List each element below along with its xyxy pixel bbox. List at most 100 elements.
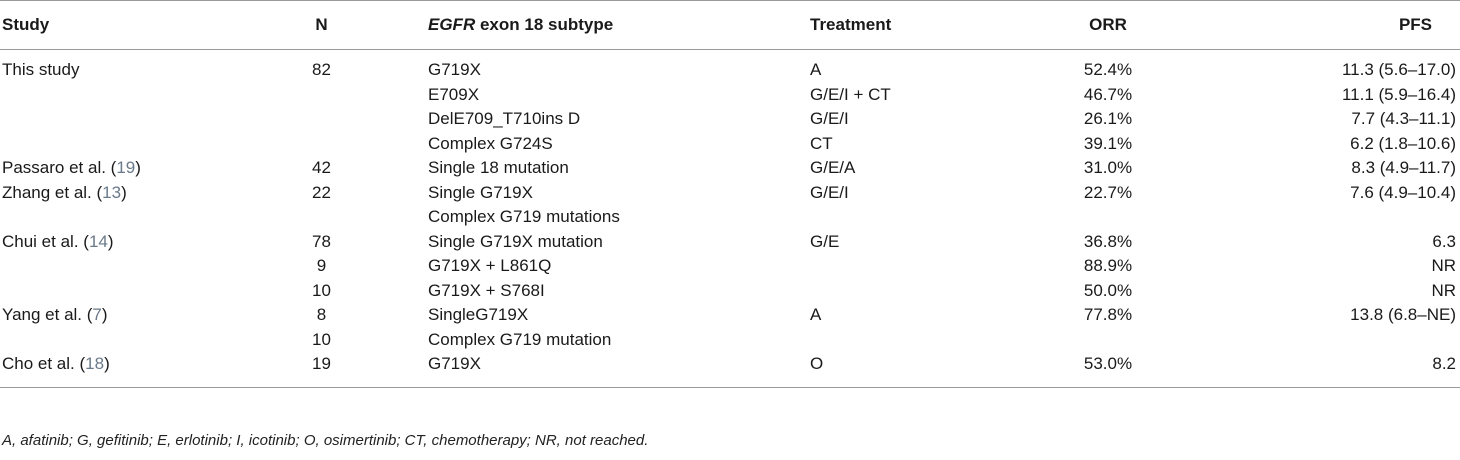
table-row: Chui et al. (14) 78 Single G719X mutation G… [0, 230, 1460, 255]
cell-subtype: Single G719X [428, 182, 533, 202]
cell-subtype: G719X [428, 352, 810, 388]
cell-orr: 31.0% [1083, 158, 1133, 178]
cell-pfs: 11.3 (5.6–17.0) [1341, 60, 1456, 80]
table-body: This study 82 G719X A 52.4% 11.3 (5.6–17.0) E7… [0, 50, 1460, 388]
cell-subtype: Complex G719 mutations [428, 207, 620, 227]
cell-orr: 52.4% [1083, 60, 1133, 80]
cell-treatment: CT [810, 133, 833, 153]
cell-study [0, 279, 215, 304]
cell-orr: 36.8% [1083, 231, 1133, 251]
reference-close-paren: ) [135, 158, 141, 178]
cell-study [0, 205, 215, 230]
cell-orr: 26.1% [1083, 109, 1133, 129]
col-header-orr: ORR [988, 0, 1228, 50]
col-header-subtype: EGFR exon 18 subtype [428, 0, 810, 50]
header-row: Study N EGFR exon 18 subtype Treatment O… [0, 0, 1460, 50]
col-header-n: N [215, 0, 428, 50]
cell-subtype: Complex G719 mutation [428, 329, 612, 349]
study-name: Passaro et al. ( [2, 158, 117, 178]
cell-treatment: O [810, 352, 988, 388]
cell-subtype: Single G719X mutation [428, 231, 603, 251]
cell-pfs [1228, 205, 1460, 230]
cell-treatment: G/E/I [810, 182, 849, 202]
cell-pfs: 8.2 [1228, 352, 1460, 388]
cell-subtype: SingleG719X [428, 305, 529, 325]
cell-orr [988, 205, 1228, 230]
cell-orr: 46.7% [1083, 84, 1133, 104]
cell-study: Zhang et al. (13) [0, 181, 215, 206]
table-row: Yang et al. (7) 8 SingleG719X A 77.8% 13.8 (6… [0, 303, 1460, 328]
cell-study: Yang et al. (7) [0, 303, 215, 328]
cell-n [215, 132, 428, 157]
cell-n: 10 [312, 329, 331, 349]
cell-study: Passaro et al. (19) [0, 156, 215, 181]
cell-study: Cho et al. (18) [0, 352, 215, 388]
table-row: 10 G719X + S768I 50.0% NR [0, 279, 1460, 304]
cell-treatment: A [810, 60, 822, 80]
cell-treatment [810, 279, 988, 304]
cell-orr: 77.8% [1083, 305, 1133, 325]
table-row: Zhang et al. (13) 22 Single G719X G/E/I 22.7… [0, 181, 1460, 206]
reference-link[interactable]: 13 [102, 182, 122, 202]
cell-subtype: G719X [428, 60, 481, 80]
cell-pfs: NR [1431, 256, 1456, 276]
col-header-study: Study [0, 0, 215, 50]
cell-orr: 39.1% [1083, 133, 1133, 153]
subtype-label: exon 18 subtype [475, 15, 614, 34]
reference-link[interactable]: 7 [92, 305, 102, 325]
study-name: Yang et al. ( [2, 305, 93, 325]
cell-study: Chui et al. (14) [0, 230, 215, 255]
cell-subtype: E709X [428, 84, 480, 104]
reference-link[interactable]: 18 [85, 354, 105, 374]
cell-study [0, 107, 215, 132]
cell-pfs: 6.3 [1432, 231, 1456, 251]
cell-pfs: 13.8 (6.8–NE) [1350, 305, 1456, 325]
cell-orr: 88.9% [1083, 256, 1133, 276]
reference-close-paren: ) [107, 231, 114, 251]
cell-treatment [810, 205, 988, 230]
egfr-gene-label: EGFR [428, 15, 476, 34]
cell-subtype: DelE709_T710ins D [428, 109, 581, 129]
cell-n [215, 83, 428, 108]
reference-link[interactable]: 14 [88, 231, 108, 251]
table-row: Cho et al. (18) 19 G719X O 53.0% 8.2 [0, 352, 1460, 388]
study-name: Zhang et al. ( [2, 182, 103, 202]
cell-orr: 53.0% [988, 352, 1228, 388]
col-header-pfs: PFS [1228, 0, 1460, 50]
cell-pfs: 7.6 (4.9–10.4) [1350, 182, 1456, 202]
cell-treatment: G/E/A [810, 158, 856, 178]
cell-study [0, 254, 215, 279]
cell-pfs [1228, 328, 1460, 353]
cell-n: 22 [312, 182, 331, 202]
cell-study [0, 83, 215, 108]
cell-subtype: Single 18 mutation [428, 158, 569, 178]
col-header-treatment: Treatment [810, 0, 988, 50]
cell-treatment [810, 254, 988, 279]
reference-link[interactable]: 19 [116, 158, 136, 178]
table-row: 10 Complex G719 mutation [0, 328, 1460, 353]
cell-pfs: 11.1 (5.9–16.4) [1341, 84, 1456, 104]
study-name: This study [2, 60, 80, 80]
table-row: E709X G/E/I + CT 46.7% 11.1 (5.9–16.4) [0, 83, 1460, 108]
cell-treatment: G/E [810, 231, 840, 251]
cell-study [0, 132, 215, 157]
table-row: Complex G724S CT 39.1% 6.2 (1.8–10.6) [0, 132, 1460, 157]
cell-study [0, 328, 215, 353]
cell-n: 78 [312, 231, 331, 251]
study-name: Cho et al. ( [2, 354, 86, 374]
table-row: Complex G719 mutations [0, 205, 1460, 230]
cell-n [215, 205, 428, 230]
reference-close-paren: ) [104, 354, 110, 374]
cell-subtype: G719X + S768I [428, 280, 545, 300]
table-row: Passaro et al. (19) 42 Single 18 mutation G… [0, 156, 1460, 181]
cell-n: 42 [312, 158, 331, 178]
cell-n: 10 [312, 280, 331, 300]
cell-treatment: G/E/I + CT [810, 84, 891, 104]
cell-treatment [810, 328, 988, 353]
cell-pfs: 7.7 (4.3–11.1) [1351, 109, 1456, 129]
cell-study: This study [0, 50, 215, 83]
cell-pfs: 6.2 (1.8–10.6) [1350, 133, 1456, 153]
study-name: Chui et al. ( [2, 231, 89, 251]
table-row: DelE709_T710ins D G/E/I 26.1% 7.7 (4.3–11.1… [0, 107, 1460, 132]
